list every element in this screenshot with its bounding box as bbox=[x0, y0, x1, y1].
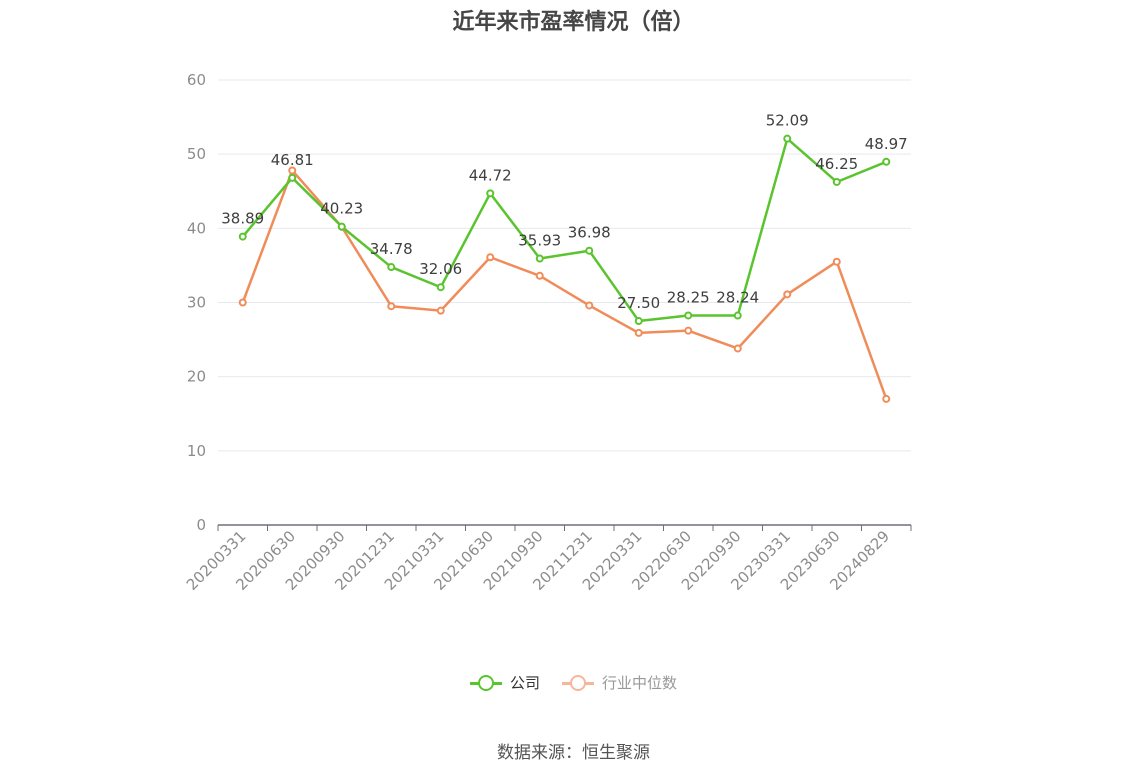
data-point-industry bbox=[387, 302, 396, 311]
data-point-company bbox=[436, 283, 445, 292]
data-point-industry bbox=[288, 166, 297, 175]
data-point-company bbox=[733, 311, 742, 320]
legend-item-company[interactable]: 公司 bbox=[469, 672, 540, 693]
data-point-company bbox=[486, 189, 495, 198]
data-label: 40.23 bbox=[320, 200, 363, 218]
data-point-industry bbox=[535, 271, 544, 280]
legend: 公司 行业中位数 bbox=[0, 672, 1147, 693]
data-point-industry bbox=[585, 301, 594, 310]
data-label: 46.25 bbox=[815, 155, 858, 173]
data-label: 28.24 bbox=[716, 289, 759, 307]
data-point-company bbox=[832, 177, 841, 186]
data-point-industry bbox=[733, 344, 742, 353]
data-point-industry bbox=[634, 328, 643, 337]
legend-industry-label: 行业中位数 bbox=[602, 674, 678, 692]
data-label: 38.89 bbox=[221, 210, 264, 228]
legend-item-industry[interactable]: 行业中位数 bbox=[562, 672, 677, 693]
data-point-industry bbox=[238, 298, 247, 307]
data-point-industry bbox=[882, 394, 891, 403]
gridlines bbox=[218, 79, 911, 452]
series-line-company bbox=[241, 137, 887, 323]
series-line-industry bbox=[241, 169, 888, 400]
data-point-industry bbox=[436, 306, 445, 315]
y-tick-label: 10 bbox=[187, 442, 206, 460]
y-tick-label: 20 bbox=[187, 368, 206, 386]
data-point-industry bbox=[783, 290, 792, 299]
legend-company-marker-icon bbox=[469, 674, 502, 691]
series-lines bbox=[241, 137, 888, 400]
data-point-company bbox=[634, 317, 643, 326]
y-tick-label: 40 bbox=[187, 219, 206, 237]
data-point-company bbox=[585, 246, 594, 255]
legend-industry-marker-icon bbox=[562, 674, 594, 691]
chart-title: 近年来市盈率情况（倍） bbox=[452, 10, 695, 35]
data-point-company bbox=[337, 222, 346, 231]
data-label: 52.09 bbox=[766, 112, 809, 130]
data-point-company bbox=[288, 173, 297, 182]
data-point-company bbox=[684, 311, 693, 320]
data-label: 27.50 bbox=[617, 294, 660, 312]
data-point-company bbox=[387, 263, 396, 272]
data-point-company bbox=[535, 254, 544, 263]
y-tick-label: 30 bbox=[187, 294, 206, 312]
data-label: 28.25 bbox=[667, 288, 710, 306]
data-point-industry bbox=[832, 257, 841, 266]
x-axis: 2020033120200630202009302020123120210331… bbox=[183, 524, 912, 594]
data-label: 34.78 bbox=[370, 240, 413, 258]
data-point-industry bbox=[486, 253, 495, 262]
data-label: 32.06 bbox=[419, 260, 462, 278]
y-axis-ticks: 0 10 20 30 40 50 60 bbox=[187, 71, 206, 534]
series-points bbox=[238, 134, 891, 403]
data-point-company bbox=[783, 134, 792, 143]
line-chart: 0 10 20 30 40 50 60 20200331202006302020093020… bbox=[183, 71, 912, 594]
data-label: 46.81 bbox=[271, 151, 314, 169]
data-point-industry bbox=[684, 326, 693, 335]
data-label: 36.98 bbox=[568, 224, 611, 242]
data-point-company bbox=[238, 232, 247, 241]
data-labels: 38.89 46.81 40.23 34.78 32.06 44.72 35.93 36.98… bbox=[221, 112, 907, 312]
y-tick-label: 0 bbox=[196, 516, 206, 534]
data-label: 35.93 bbox=[518, 232, 561, 250]
y-tick-label: 60 bbox=[187, 71, 206, 89]
data-label: 48.97 bbox=[865, 135, 908, 153]
data-source: 数据来源：恒生聚源 bbox=[497, 743, 650, 763]
y-tick-label: 50 bbox=[187, 145, 206, 163]
legend-company-label: 公司 bbox=[509, 674, 540, 692]
data-label: 44.72 bbox=[469, 166, 512, 184]
data-point-company bbox=[882, 157, 891, 166]
